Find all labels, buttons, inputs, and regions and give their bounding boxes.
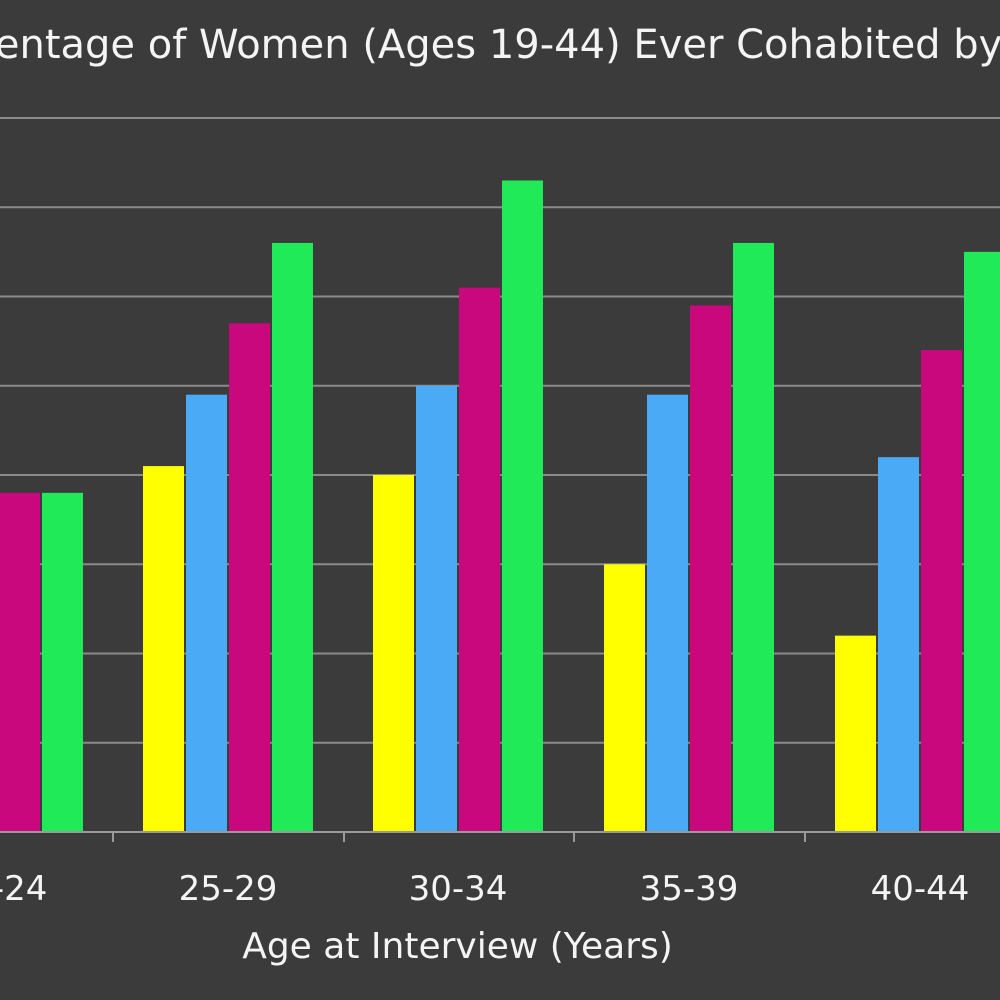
bar [459, 287, 500, 832]
bar [921, 350, 962, 832]
bar [964, 251, 1000, 832]
bar [143, 466, 184, 832]
x-tick-label: 40-44 [871, 869, 970, 909]
bar [186, 394, 227, 832]
x-axis-label: Age at Interview (Years) [242, 926, 673, 967]
bar [42, 492, 83, 832]
x-tick-label: 30-34 [409, 869, 508, 909]
x-tick-label: 35-39 [640, 869, 739, 909]
bar [690, 305, 731, 832]
x-tick-label: 25-29 [179, 869, 278, 909]
bar [0, 492, 40, 832]
bar [835, 635, 876, 832]
bar [502, 180, 543, 833]
bar [373, 475, 414, 832]
x-tick-label: 19-24 [0, 869, 47, 909]
bar [416, 385, 457, 832]
bar [229, 323, 270, 832]
bar [878, 457, 919, 832]
bar [272, 242, 313, 832]
chart-title: Percentage of Women (Ages 19-44) Ever Co… [0, 22, 1000, 68]
bar [733, 242, 774, 832]
bar [604, 564, 645, 832]
bar [647, 394, 688, 832]
